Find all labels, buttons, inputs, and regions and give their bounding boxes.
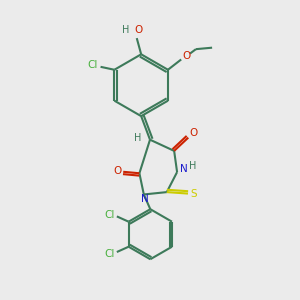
Text: O: O	[113, 166, 122, 176]
Text: Cl: Cl	[88, 60, 98, 70]
Text: O: O	[190, 128, 198, 138]
Text: H: H	[189, 160, 196, 171]
Text: H: H	[134, 133, 141, 143]
Text: S: S	[190, 189, 197, 199]
Text: Cl: Cl	[105, 249, 115, 259]
Text: O: O	[134, 25, 142, 35]
Text: N: N	[180, 164, 188, 173]
Text: O: O	[182, 51, 190, 61]
Text: N: N	[140, 194, 148, 204]
Text: Cl: Cl	[105, 210, 115, 220]
Text: H: H	[122, 25, 129, 35]
